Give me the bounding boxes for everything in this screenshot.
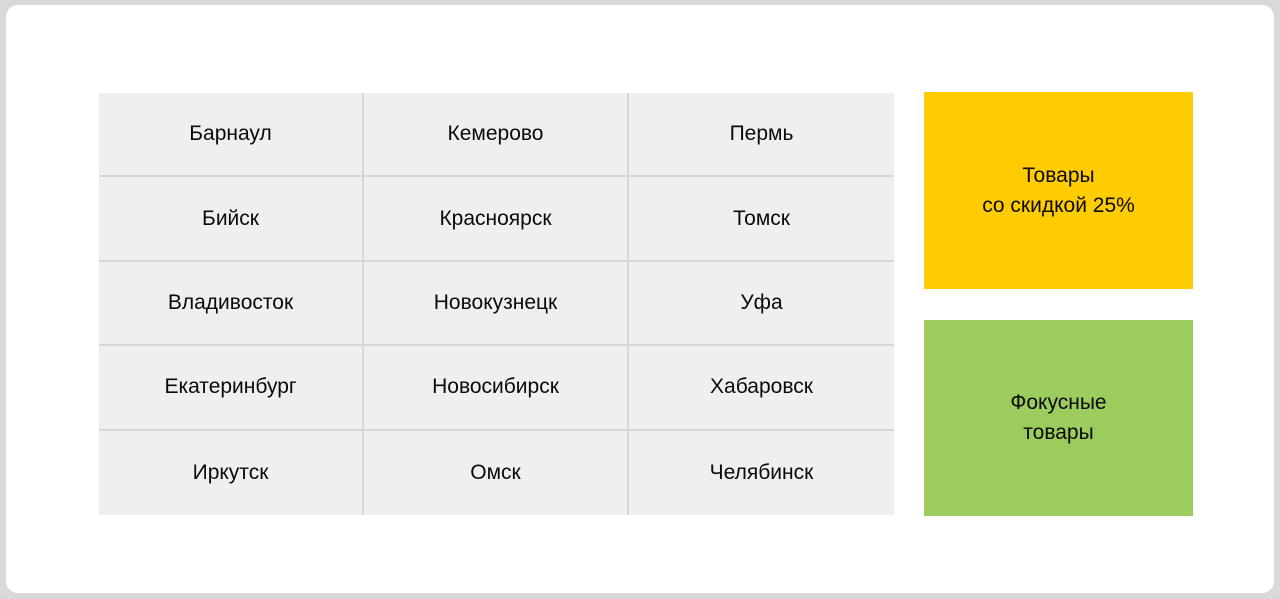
city-cell[interactable]: Екатеринбург bbox=[99, 346, 364, 431]
city-cell[interactable]: Барнаул bbox=[99, 93, 364, 178]
city-cell[interactable]: Пермь bbox=[629, 93, 894, 178]
city-cell[interactable]: Хабаровск bbox=[629, 346, 894, 431]
city-cell[interactable]: Томск bbox=[629, 177, 894, 262]
city-cell[interactable]: Кемерово bbox=[364, 93, 629, 178]
city-cell[interactable]: Владивосток bbox=[99, 261, 364, 347]
city-cell[interactable]: Уфа bbox=[629, 261, 894, 347]
discount-products-label: Товары со скидкой 25% bbox=[982, 163, 1135, 217]
city-cell[interactable]: Новокузнецк bbox=[364, 261, 629, 347]
city-cell[interactable]: Новосибирск bbox=[364, 346, 629, 431]
city-cell[interactable]: Омск bbox=[364, 430, 629, 515]
city-cell[interactable]: Красноярск bbox=[364, 177, 629, 262]
focus-products-button[interactable]: Фокусные товары bbox=[924, 320, 1193, 516]
city-cell[interactable]: Бийск bbox=[99, 177, 364, 262]
city-cell[interactable]: Иркутск bbox=[99, 430, 364, 515]
content-card: Барнаул Кемерово Пермь Бийск Красноярск Томск… bbox=[6, 5, 1274, 593]
city-grid: Барнаул Кемерово Пермь Бийск Красноярск Томск… bbox=[99, 93, 894, 515]
focus-products-label: Фокусные товары bbox=[1010, 391, 1107, 444]
discount-products-button[interactable]: Товары со скидкой 25% bbox=[924, 92, 1193, 289]
city-cell[interactable]: Челябинск bbox=[629, 430, 894, 515]
